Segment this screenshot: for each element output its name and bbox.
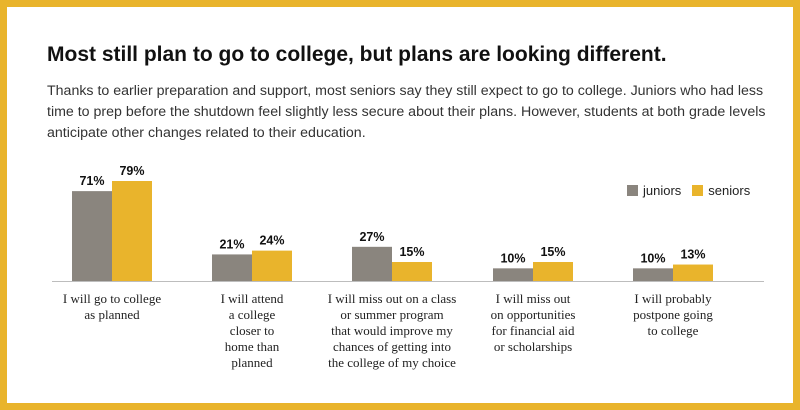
data-label-juniors-2: 27% [359, 230, 384, 244]
category-label-line: or scholarships [493, 339, 573, 354]
bar-seniors-2 [392, 262, 432, 281]
chart-subtitle: Thanks to earlier preparation and suppor… [47, 83, 766, 141]
legend-label-juniors: juniors [643, 183, 682, 198]
category-label-line: I will miss out on a class [327, 291, 457, 306]
category-label-2: I will miss out on a class or summer prog… [317, 291, 467, 371]
category-label-line: I will attend [220, 291, 284, 306]
category-label-line: that would improve my [331, 323, 453, 338]
legend-swatch-juniors [627, 185, 638, 196]
category-label-line: on opportunities [490, 307, 576, 322]
legend-label-seniors: seniors [708, 183, 751, 198]
category-label-line: for financial aid [491, 323, 575, 338]
data-label-juniors-1: 21% [219, 237, 244, 251]
category-label-line: closer to [229, 323, 275, 338]
category-label-line: I will miss out [495, 291, 571, 306]
legend-swatch-seniors [692, 185, 704, 196]
data-label-juniors-4: 10% [640, 251, 665, 265]
category-label-line: home than [224, 339, 280, 354]
category-label-4: I will probably postpone going to college [598, 291, 748, 339]
legend: juniors seniors [627, 183, 761, 198]
category-label-line: I will probably [634, 291, 712, 306]
bar-juniors-2 [352, 246, 392, 281]
data-label-juniors-0: 71% [79, 174, 104, 188]
chart-title: Most still plan to go to college, but pl… [47, 43, 667, 66]
data-label-seniors-4: 13% [680, 248, 705, 262]
data-label-seniors-2: 15% [399, 245, 424, 259]
bar-seniors-1 [252, 250, 292, 281]
category-label-line: planned [231, 355, 273, 370]
category-label-line: a college [228, 307, 276, 322]
category-label-line: chances of getting into [332, 339, 452, 354]
category-label-line: I will go to college [62, 291, 162, 306]
data-label-seniors-1: 24% [259, 234, 284, 248]
bar-seniors-4 [673, 264, 713, 281]
bar-seniors-0 [112, 181, 152, 281]
data-label-seniors-3: 15% [540, 245, 565, 259]
category-label-1: I will attend a college closer to home than… [177, 291, 327, 371]
category-label-line: as planned [84, 307, 140, 322]
category-label-line: postpone going [633, 307, 713, 322]
bar-juniors-3 [493, 268, 533, 281]
bar-juniors-0 [72, 191, 112, 281]
data-label-seniors-0: 79% [119, 164, 144, 178]
legend-item-juniors: juniors [627, 183, 681, 198]
bar-juniors-1 [212, 254, 252, 281]
category-label-line: the college of my choice [328, 355, 456, 370]
legend-item-seniors: seniors [692, 183, 750, 198]
data-label-juniors-3: 10% [500, 251, 525, 265]
bar-juniors-4 [633, 268, 673, 281]
category-label-3: I will miss out on opportunities for finan… [458, 291, 608, 355]
category-label-0: I will go to college as planned [37, 291, 187, 323]
category-label-line: or summer program [340, 307, 444, 322]
bar-seniors-3 [533, 262, 573, 281]
category-label-line: to college [647, 323, 699, 338]
